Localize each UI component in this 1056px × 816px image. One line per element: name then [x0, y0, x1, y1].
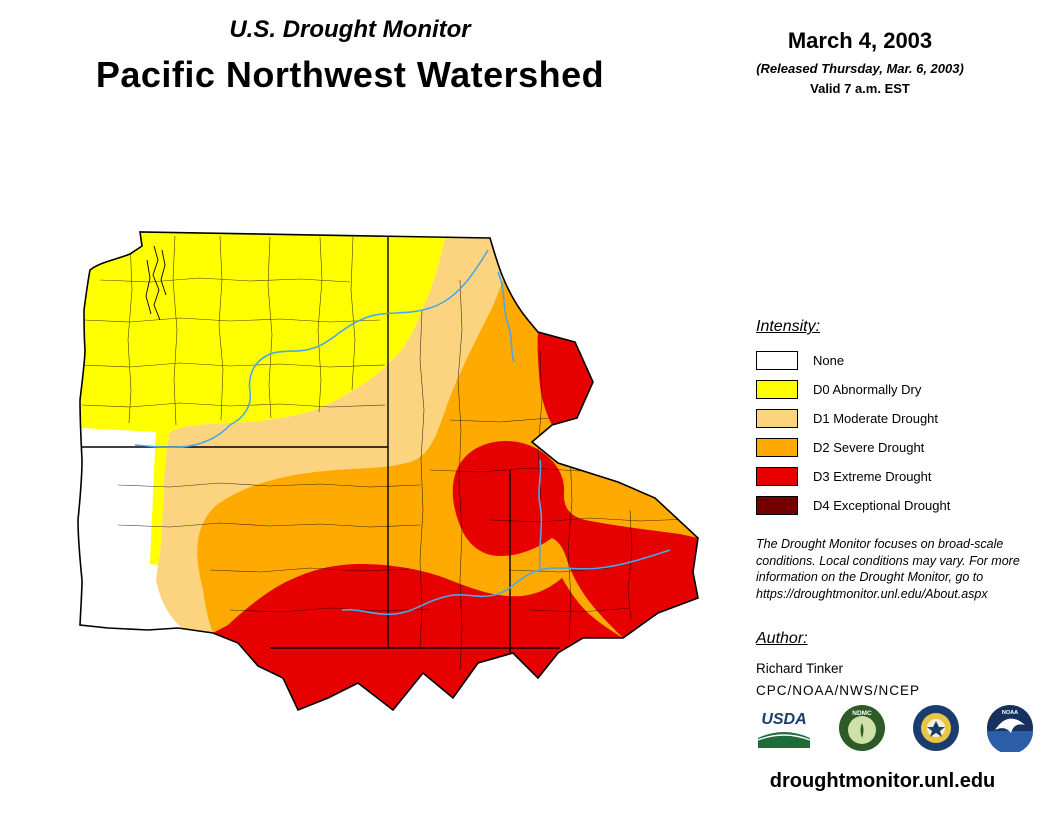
usda-logo-icon: USDA	[756, 706, 812, 750]
author-org: CPC/NOAA/NWS/NCEP	[756, 683, 921, 698]
legend-label: D1 Moderate Drought	[813, 410, 939, 426]
river-columbia-upper	[229, 249, 489, 426]
region-d3-northeast	[537, 332, 593, 425]
svg-text:NDMC: NDMC	[852, 710, 872, 717]
legend-label: D2 Severe Drought	[813, 439, 925, 455]
drought-map	[70, 220, 730, 730]
disclaimer-line: conditions. Local conditions may vary. F…	[756, 553, 1020, 568]
swatch-d0	[756, 379, 798, 399]
region-d3-east	[452, 440, 698, 638]
swatch-d1	[756, 408, 798, 428]
logo-row: USDA NDMC NOAA	[756, 704, 1034, 752]
region-d0-abnormally-dry	[80, 232, 445, 565]
swatch-d4	[756, 495, 798, 515]
header-titles: U.S. Drought Monitor Pacific Northwest W…	[0, 16, 700, 96]
state-boundaries	[82, 236, 560, 710]
author-heading: Author:	[756, 630, 808, 647]
legend-label: D4 Exceptional Drought	[813, 497, 951, 513]
disclaimer-url: https://droughtmonitor.unl.edu/About.asp…	[756, 586, 988, 601]
legend-item-none: None	[756, 350, 1046, 370]
legend-item-d2: D2 Severe Drought	[756, 437, 1046, 457]
rivers	[134, 249, 671, 616]
legend-item-d0: D0 Abnormally Dry	[756, 379, 1046, 399]
valid-time: Valid 7 a.m. EST	[810, 81, 910, 96]
date-block: March 4, 2003 (Released Thursday, Mar. 6…	[740, 28, 980, 96]
river-snake-branch	[538, 459, 543, 571]
footer-url: droughtmonitor.unl.edu	[769, 770, 996, 792]
legend: Intensity: None D0 Abnormally Dry D1 Mod…	[756, 318, 1046, 525]
legend-item-d3: D3 Extreme Drought	[756, 466, 1046, 486]
author-block: Author: Richard Tinker CPC/NOAA/NWS/NCEP	[756, 630, 1036, 698]
noaa-logo-icon: NOAA	[987, 705, 1033, 752]
report-supertitle: U.S. Drought Monitor	[229, 16, 471, 43]
legend-heading: Intensity:	[756, 318, 821, 335]
svg-text:NOAA: NOAA	[1002, 710, 1018, 716]
legend-label: None	[813, 352, 845, 368]
river-tributary-ne	[497, 271, 515, 363]
swatch-d2	[756, 437, 798, 457]
legend-item-d1: D1 Moderate Drought	[756, 408, 1046, 428]
river-columbia-lower	[134, 424, 231, 449]
swatch-none	[756, 350, 798, 370]
puget-sound	[145, 245, 167, 321]
legend-label: D0 Abnormally Dry	[813, 381, 922, 397]
legend-item-d4: D4 Exceptional Drought	[756, 495, 1046, 515]
watershed-outline	[77, 231, 699, 712]
disclaimer: The Drought Monitor focuses on broad-sca…	[756, 536, 1051, 602]
swatch-d3	[756, 466, 798, 486]
disclaimer-line: The Drought Monitor focuses on broad-sca…	[756, 537, 1004, 551]
drought-map-svg	[77, 231, 699, 712]
river-snake	[341, 549, 671, 616]
author-name: Richard Tinker	[756, 661, 844, 676]
released-date: (Released Thursday, Mar. 6, 2003)	[756, 61, 964, 76]
disclaimer-line: information on the Drought Monitor, go t…	[756, 570, 984, 584]
map-date: March 4, 2003	[787, 28, 933, 53]
commerce-seal-icon	[913, 705, 959, 751]
ndmc-logo-icon: NDMC	[839, 705, 885, 751]
svg-text:USDA: USDA	[761, 711, 806, 728]
page-title: Pacific Northwest Watershed	[95, 54, 605, 95]
region-d3-south	[213, 564, 623, 710]
legend-label: D3 Extreme Drought	[813, 468, 932, 484]
county-boundaries	[81, 235, 691, 671]
